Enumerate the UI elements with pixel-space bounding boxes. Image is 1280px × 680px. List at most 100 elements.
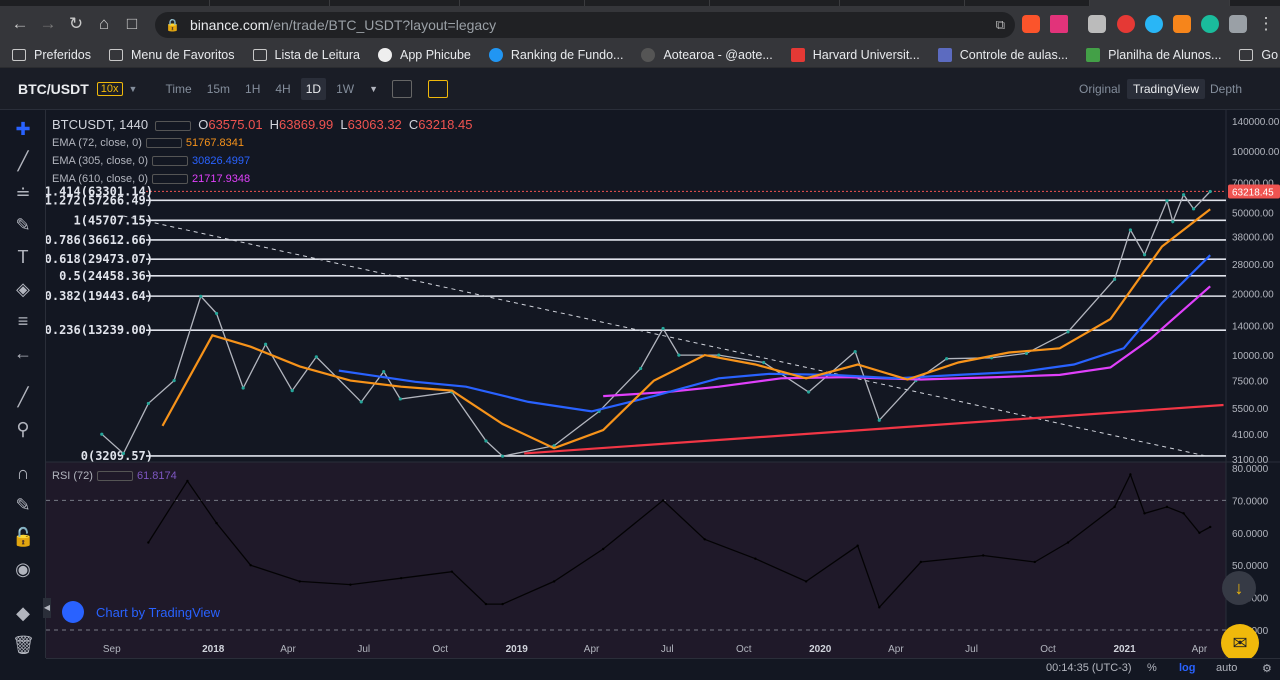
bookmark-label: Harvard Universit... [812,47,920,62]
extension-icon[interactable] [1117,15,1135,33]
rsi-point [484,602,488,606]
rsi-value: 61.8174 [136,470,177,482]
fib-tool-icon[interactable]: ≐ [15,183,31,203]
percent-scale-toggle[interactable]: % [1147,662,1157,674]
settings-sliders-icon[interactable] [391,79,412,98]
view-depth[interactable]: Depth [1210,82,1243,96]
legend-controls[interactable] [152,174,188,185]
bookmark-item[interactable]: Harvard Universit... [790,47,920,62]
scroll-to-latest-button[interactable]: ↓ [1222,571,1256,605]
ema305-value: 30826.4997 [192,155,251,167]
chat-support-button[interactable]: ✉ [1221,624,1259,662]
browser-tab[interactable] [0,0,210,6]
bookmark-item[interactable]: Preferidos [12,48,91,62]
tradingview-branding[interactable]: Chart by TradingView [62,601,220,623]
trash-icon[interactable]: 🗑 [12,635,35,655]
sheet-icon [1086,47,1101,62]
brush-icon[interactable]: ✎ [15,215,31,235]
legend-controls[interactable] [96,471,133,482]
timeframe-time[interactable]: Time [165,81,192,96]
browser-tab-active[interactable] [1090,0,1230,6]
time-axis-tick: Apr [1192,644,1208,655]
forecast-icon[interactable]: ≡ [17,311,29,331]
zoom-icon[interactable]: ⚲ [16,419,30,439]
puzzle-icon[interactable] [1229,15,1247,33]
timeframe-1d[interactable]: 1D [300,77,327,100]
legend-controls[interactable] [152,156,188,167]
log-scale-toggle[interactable]: log [1179,662,1196,674]
timeframe-4h[interactable]: 4H [275,81,291,96]
price-point [100,432,104,436]
bookmark-item[interactable]: Aotearoa - @aote... [641,47,773,62]
timeframe-1h[interactable]: 1H [245,81,261,96]
arrow-left-icon[interactable]: ← [14,343,32,363]
browser-tab[interactable] [965,0,1090,6]
view-original[interactable]: Original [1079,82,1121,96]
home-icon[interactable]: ⌂ [98,14,110,33]
menu-icon[interactable]: ⋮ [1257,14,1275,33]
rsi-point [1066,541,1070,544]
browser-tab[interactable] [330,0,460,6]
time-axis-tick: Apr [888,644,904,655]
forward-icon[interactable]: → [39,14,57,33]
indicators-icon[interactable] [427,79,448,98]
layers-icon[interactable]: ◆ [16,603,30,623]
rewards-icon[interactable] [1050,15,1068,33]
pencil-lock-icon[interactable]: ✎ [15,495,31,515]
trendline-icon[interactable]: ╱ [17,151,29,171]
pair-title[interactable]: BTC/USDT [18,80,89,97]
brave-shield-icon[interactable] [1022,15,1040,33]
bookmark-item[interactable]: Go English [1239,48,1280,62]
url-field[interactable]: 🔒 binance.com/en/trade/BTC_USDT?layout=l… [155,12,1015,38]
pattern-icon[interactable]: ◈ [16,279,30,299]
bookmark-item[interactable]: Ranking de Fundo... [488,47,623,62]
timeframe-1w[interactable]: 1W [336,81,355,96]
reload-icon[interactable]: ↻ [68,14,84,33]
time-axis-tick: Apr [584,644,600,655]
more-timeframes-icon[interactable]: ▼ [369,83,378,94]
ema305-label: EMA (305, close, 0) [52,155,148,167]
browser-tab[interactable] [460,0,585,6]
chart-settings-gear-icon[interactable]: ⚙ [1262,663,1272,675]
app-icon [790,47,805,62]
rsi-point [215,521,218,525]
browser-tab[interactable] [210,0,330,6]
browser-tab[interactable] [585,0,710,6]
back-icon[interactable]: ← [11,14,29,33]
lock-icon[interactable]: 🔓 [12,527,35,547]
extension-b-icon[interactable] [1088,15,1106,33]
collapse-panel-handle[interactable]: ◀ [43,598,51,618]
rsi-axis-tick: 70.0000 [1232,496,1269,507]
magnet-icon[interactable]: ∩ [16,463,30,483]
metamask-icon[interactable] [1173,15,1191,33]
legend-controls[interactable] [145,138,182,149]
eye-icon[interactable]: ◉ [15,559,31,579]
chevron-down-icon[interactable]: ▼ [128,83,138,94]
bookmark-item[interactable]: Planilha de Alunos... [1086,47,1221,62]
view-tradingview[interactable]: TradingView [1127,79,1206,99]
browser-tab[interactable] [840,0,965,6]
rsi-point [501,602,504,606]
legend-controls[interactable] [155,121,192,132]
bookmark-icon[interactable]: □ [126,14,138,33]
time-axis-tick: 2020 [809,644,832,655]
crosshair-icon[interactable]: ✚ [15,119,31,139]
rsi-point [919,560,923,564]
ruler-icon[interactable]: ╱ [17,387,29,407]
clock-readout[interactable]: 00:14:35 (UTC-3) [1046,662,1132,674]
share-icon[interactable]: ⧉ [995,17,1005,32]
browser-tab[interactable] [710,0,840,6]
price-axis-tick: 38000.00 [1232,233,1274,244]
timeframe-15m[interactable]: 15m [206,81,231,96]
bookmark-item[interactable]: Controle de aulas... [937,47,1068,62]
time-axis-tick: Sep [103,644,121,655]
bookmark-item[interactable]: App Phicube [378,47,471,62]
bookmark-item[interactable]: Menu de Favoritos [108,48,235,62]
extension-icon[interactable] [1201,15,1219,33]
text-tool-icon[interactable]: T [17,247,29,267]
auto-scale-toggle[interactable]: auto [1216,662,1238,674]
price-chart[interactable]: 140000.00 100000.00 70000.00 50000.00 38000.… [46,110,1280,658]
extension-icon[interactable] [1145,15,1163,33]
browser-tab-strip[interactable] [0,0,1280,6]
bookmark-item[interactable]: Lista de Leitura [252,48,360,62]
